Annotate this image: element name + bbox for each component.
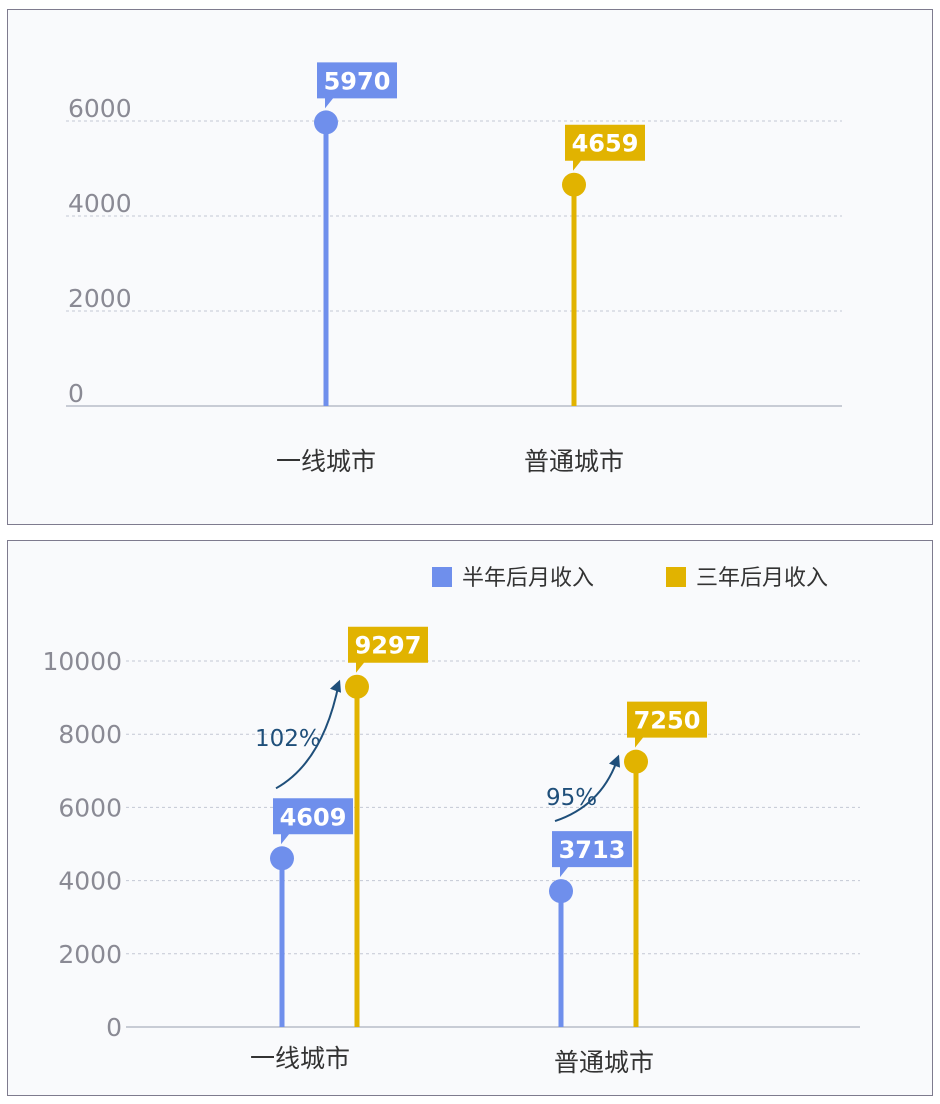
legend-label: 三年后月收入 <box>696 566 828 591</box>
y-tick-label: 6000 <box>68 94 132 123</box>
y-tick-label: 0 <box>68 379 84 408</box>
y-tick-label: 4000 <box>58 867 122 896</box>
y-tick-label: 0 <box>106 1013 122 1042</box>
x-category-label: 一线城市 <box>276 447 376 476</box>
lollipop-label-box <box>552 831 632 878</box>
growth-annotation: 102% <box>255 726 321 752</box>
lollipop-data-label: 5970 <box>324 67 391 95</box>
chart-bottom: 0 2000 4000 6000 8000 10000 半年后月收入 三年后月收入 4609 92… <box>42 566 860 1077</box>
growth-arrow <box>554 757 619 823</box>
x-category-label: 一线城市 <box>250 1044 350 1073</box>
lollipop-label-box <box>565 124 645 171</box>
y-tick-label: 2000 <box>58 940 122 969</box>
y-tick-label: 10000 <box>42 647 122 676</box>
lollipop-data-label: 7250 <box>634 707 701 735</box>
y-tick-label: 8000 <box>58 720 122 749</box>
lollipop-point <box>562 172 586 197</box>
chart-top: 0 2000 4000 6000 5970 一线城市 4659 普通城市 <box>66 62 842 476</box>
chart-panel-top: 0 2000 4000 6000 5970 一线城市 4659 普通城市 <box>7 9 933 525</box>
legend-label: 半年后月收入 <box>462 566 594 591</box>
lollipop-point <box>624 749 648 774</box>
y-tick-label: 4000 <box>68 189 132 218</box>
legend-swatch <box>432 567 452 587</box>
lollipop-data-label: 3713 <box>559 836 626 864</box>
lollipop-point <box>345 674 369 699</box>
chart-panel-bottom: 0 2000 4000 6000 8000 10000 半年后月收入 三年后月收入 4609 92… <box>7 540 933 1096</box>
growth-arrowhead <box>609 754 620 768</box>
x-category-label: 普通城市 <box>524 447 624 476</box>
x-category-label: 普通城市 <box>554 1048 654 1077</box>
lollipop-point <box>314 110 338 135</box>
growth-arrow <box>275 682 340 790</box>
y-tick-label: 6000 <box>58 793 122 822</box>
lollipop-data-label: 4609 <box>280 803 347 831</box>
lollipop-label-box <box>273 798 353 845</box>
lollipop-label-box <box>317 62 397 109</box>
growth-annotation: 95% <box>546 785 597 811</box>
lollipop-label-box <box>348 626 428 673</box>
growth-arrowhead <box>330 679 341 693</box>
lollipop-point <box>549 879 573 904</box>
lollipop-point <box>270 846 294 871</box>
lollipop-data-label: 9297 <box>355 632 422 660</box>
y-tick-label: 2000 <box>68 284 132 313</box>
legend-swatch <box>666 567 686 587</box>
lollipop-label-box <box>627 701 707 748</box>
lollipop-data-label: 4659 <box>572 130 639 158</box>
